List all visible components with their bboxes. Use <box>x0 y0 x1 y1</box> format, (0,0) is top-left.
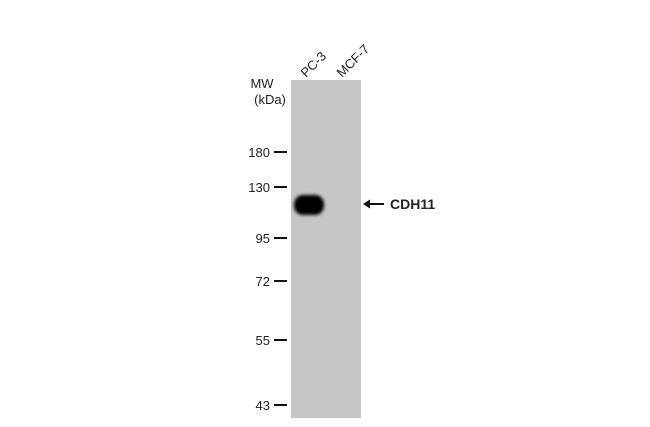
marker-label: 55 <box>256 333 270 348</box>
arrow-head <box>363 199 370 209</box>
mw-label: MW <box>250 76 274 91</box>
lane-label: PC-3 <box>298 49 330 81</box>
marker-label: 180 <box>248 145 270 160</box>
band <box>294 195 324 215</box>
marker-label: 95 <box>256 231 270 246</box>
lane-label: MCF-7 <box>334 41 373 80</box>
marker-label: 130 <box>248 180 270 195</box>
marker-label: 72 <box>256 274 270 289</box>
marker-label: 43 <box>256 398 270 413</box>
mw-unit: (kDa) <box>254 92 286 107</box>
band-label: CDH11 <box>390 196 435 212</box>
membrane <box>291 80 361 418</box>
